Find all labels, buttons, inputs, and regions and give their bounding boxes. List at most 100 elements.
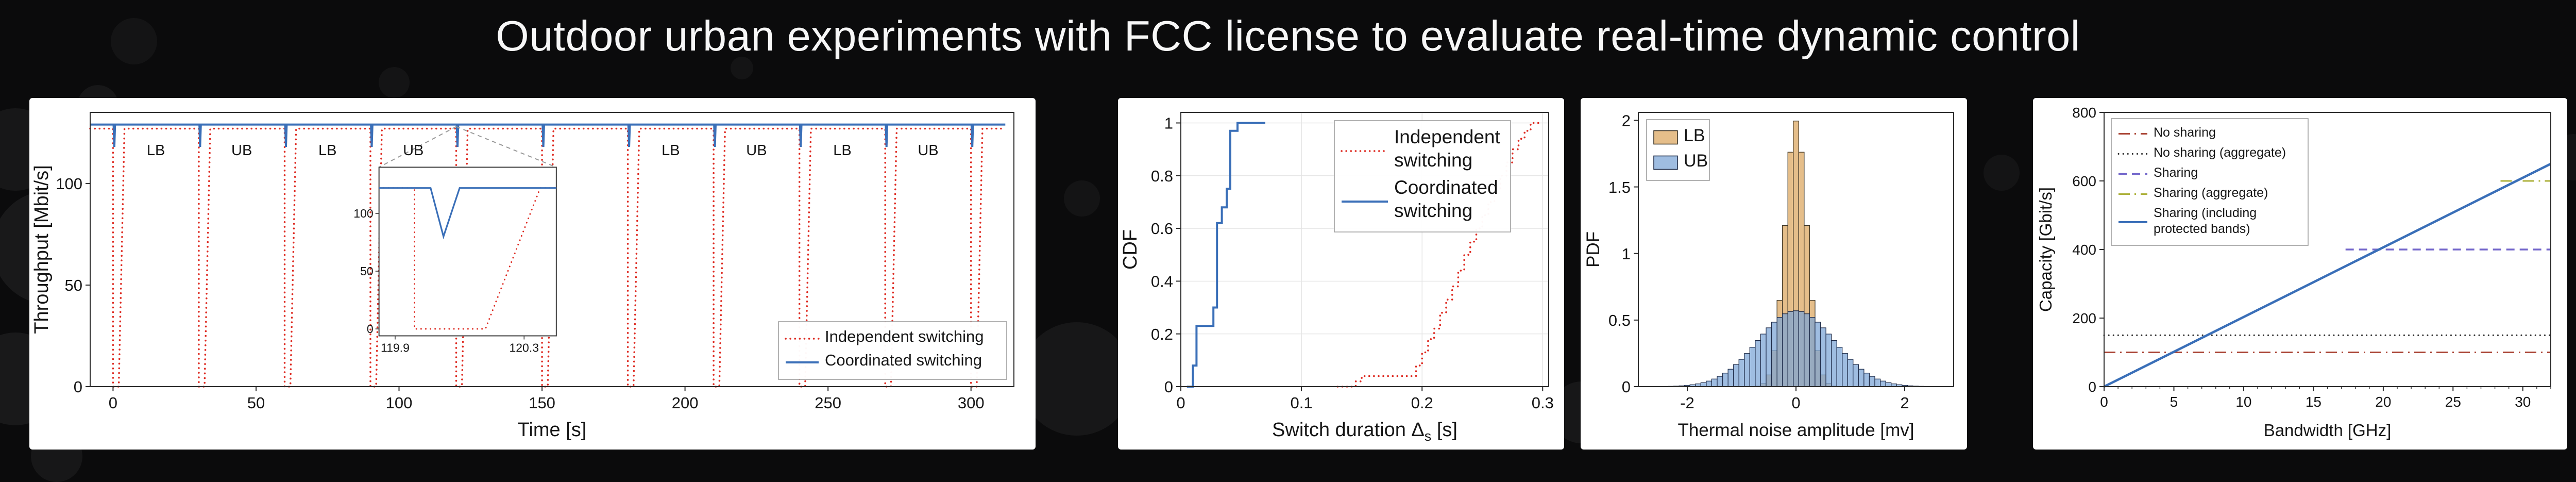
- y-tick-label: 0.6: [1151, 220, 1173, 238]
- hist-bar: [1750, 347, 1755, 387]
- legend-swatch: [1654, 156, 1677, 170]
- x-tick-label: 300: [958, 394, 985, 412]
- y-axis-label: Throughput [Mbit/s]: [31, 165, 53, 334]
- band-label: UB: [231, 142, 252, 159]
- bubble: [379, 67, 410, 98]
- hist-bar: [1886, 383, 1891, 387]
- hist-bar: [1788, 311, 1793, 387]
- y-tick-label: 0.4: [1151, 273, 1173, 291]
- histogram-ub: [1663, 311, 1929, 387]
- x-tick-label: 250: [815, 394, 841, 412]
- hist-bar: [1804, 314, 1810, 387]
- bubble: [1064, 180, 1100, 217]
- inset-connector: [456, 127, 556, 168]
- x-tick-label: 0: [1791, 394, 1800, 412]
- hist-bar: [1734, 364, 1739, 387]
- hist-bar: [1772, 322, 1777, 387]
- hist-bar: [1869, 376, 1875, 387]
- hist-bar: [1848, 359, 1853, 387]
- hist-bar: [1837, 347, 1842, 387]
- y-tick-label: 0: [74, 378, 82, 396]
- hist-bar: [1821, 328, 1826, 387]
- bubble: [1020, 322, 1133, 436]
- legend-label: No sharing (aggregate): [2154, 145, 2286, 160]
- hist-bar: [1809, 318, 1815, 387]
- y-axis-label: Capacity [Gbit/s]: [2036, 187, 2055, 312]
- inset-y-tick-label: 100: [353, 207, 373, 220]
- hist-bar: [1711, 379, 1717, 387]
- hist-bar: [1793, 311, 1799, 387]
- hist-bar: [1783, 314, 1788, 387]
- legend-label: Sharing: [2154, 165, 2198, 180]
- legend-label: Coordinated switching: [825, 351, 982, 369]
- y-axis-label: CDF: [1120, 229, 1141, 270]
- legend-label: No sharing: [2154, 125, 2216, 140]
- x-tick-label: 100: [386, 394, 413, 412]
- hist-bar: [1723, 373, 1728, 387]
- x-tick-label: 0.3: [1532, 394, 1554, 412]
- inset-x-tick-label: 120.3: [509, 341, 539, 354]
- band-label: UB: [403, 142, 423, 159]
- x-tick-label: 0.1: [1291, 394, 1313, 412]
- y-tick-label: 0.8: [1151, 167, 1173, 185]
- legend-label: Sharing (aggregate): [2154, 186, 2268, 200]
- banner: Outdoor urban experiments with FCC licen…: [0, 0, 2576, 459]
- inset-x-tick-label: 119.9: [381, 341, 410, 354]
- x-axis-label: Thermal noise amplitude [mv]: [1677, 420, 1914, 440]
- legend-label: switching: [1394, 149, 1472, 171]
- y-tick-label: 100: [56, 175, 82, 193]
- y-axis-label: PDF: [1583, 231, 1603, 268]
- x-tick-label: 200: [672, 394, 699, 412]
- y-tick-label: 200: [2072, 310, 2096, 326]
- hist-bar: [1706, 381, 1712, 387]
- legend-label: Independent: [1394, 126, 1500, 147]
- y-tick-label: 1: [1622, 245, 1631, 263]
- x-axis-label: Switch duration Δs [s]: [1272, 419, 1458, 444]
- y-tick-label: 1.5: [1608, 178, 1631, 196]
- bubble: [1984, 155, 2020, 191]
- hist-bar: [1826, 334, 1832, 387]
- hist-bar: [1864, 373, 1870, 387]
- legend-label: protected bands): [2154, 222, 2250, 236]
- series-coordinated-switching: [1187, 123, 1265, 387]
- hist-bar: [1875, 379, 1880, 387]
- legend-label: LB: [1684, 126, 1705, 145]
- inset-box: [379, 167, 556, 336]
- hist-bar: [1701, 383, 1706, 387]
- x-tick-label: 15: [2306, 394, 2321, 410]
- y-tick-label: 0: [2088, 379, 2096, 395]
- legend-label: switching: [1394, 200, 1472, 221]
- x-tick-label: 150: [529, 394, 555, 412]
- x-tick-label: 0.2: [1411, 394, 1433, 412]
- hist-bar: [1777, 318, 1783, 387]
- band-label: LB: [147, 142, 165, 159]
- y-tick-label: 2: [1622, 112, 1631, 130]
- inset-y-tick-label: 0: [367, 322, 374, 336]
- band-label: LB: [662, 142, 680, 159]
- hist-bar: [1842, 354, 1848, 387]
- y-tick-label: 600: [2072, 173, 2096, 189]
- hist-bar: [1766, 328, 1772, 387]
- legend-label: Sharing (including: [2154, 206, 2257, 220]
- x-tick-label: 50: [247, 394, 265, 412]
- y-tick-label: 1: [1164, 114, 1173, 132]
- hist-bar: [1832, 341, 1837, 387]
- x-tick-label: 0: [2100, 394, 2108, 410]
- hist-bar: [1880, 381, 1886, 387]
- hist-bar: [1744, 354, 1750, 387]
- hist-bar: [1853, 364, 1859, 387]
- y-tick-label: 0.5: [1608, 311, 1631, 329]
- hist-bar: [1760, 334, 1766, 387]
- x-tick-label: 2: [1900, 394, 1909, 412]
- x-axis-label: Bandwidth [GHz]: [2264, 421, 2392, 440]
- band-label: LB: [318, 142, 336, 159]
- x-tick-label: 0: [109, 394, 117, 412]
- x-axis-label: Time [s]: [518, 419, 587, 441]
